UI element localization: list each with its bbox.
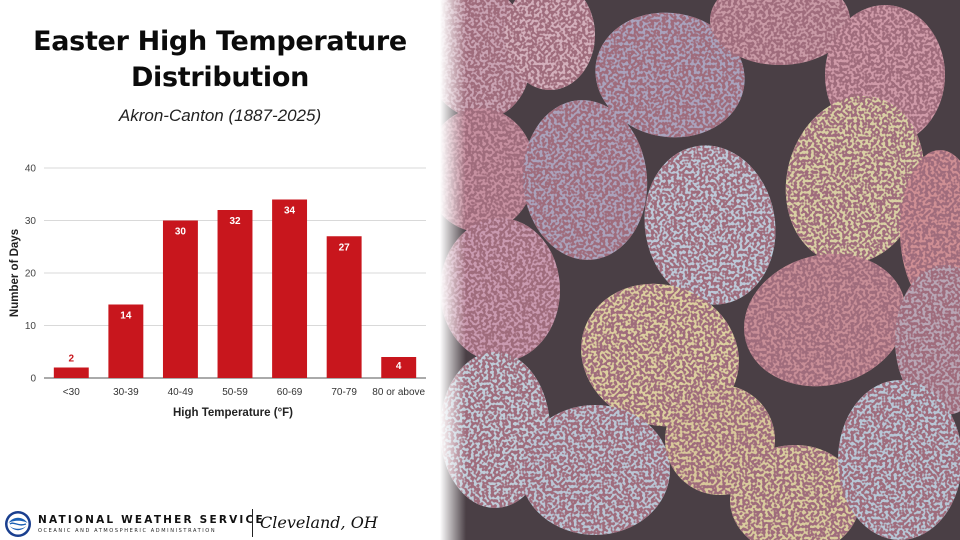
y-tick-label: 40 bbox=[25, 164, 37, 175]
x-tick-label: 30-39 bbox=[113, 387, 139, 398]
data-label: 34 bbox=[284, 206, 296, 217]
y-tick-label: 20 bbox=[25, 269, 37, 280]
nws-logo-icon bbox=[5, 511, 31, 537]
y-tick-label: 10 bbox=[25, 321, 37, 332]
data-label: 30 bbox=[175, 227, 187, 238]
data-label: 4 bbox=[396, 361, 402, 372]
page-title: Easter High Temperature Distribution bbox=[0, 24, 440, 96]
bar bbox=[272, 199, 308, 378]
bar bbox=[217, 210, 253, 378]
y-axis-title: Number of Days bbox=[9, 229, 21, 317]
data-label: 14 bbox=[120, 311, 132, 322]
data-label: 2 bbox=[69, 354, 75, 365]
bar bbox=[53, 367, 89, 378]
y-tick-label: 30 bbox=[25, 216, 37, 227]
x-tick-label: <30 bbox=[63, 387, 80, 398]
title-line-1: Easter High Temperature bbox=[33, 26, 407, 57]
office-location: Cleveland, OH bbox=[260, 513, 378, 532]
title-line-2: Distribution bbox=[130, 62, 310, 93]
x-axis-title: High Temperature (°F) bbox=[173, 407, 293, 419]
bar bbox=[326, 236, 362, 378]
bar bbox=[162, 220, 198, 378]
x-tick-label: 40-49 bbox=[168, 387, 194, 398]
page-subtitle: Akron-Canton (1887-2025) bbox=[118, 106, 322, 125]
agency-name: NATIONAL WEATHER SERVICE bbox=[38, 514, 265, 526]
agency-subtitle: OCEANIC AND ATMOSPHERIC ADMINISTRATION bbox=[38, 528, 217, 534]
footer-divider bbox=[252, 509, 253, 537]
y-tick-label: 0 bbox=[30, 374, 36, 385]
easter-eggs-photo bbox=[440, 0, 960, 540]
x-tick-label: 50-59 bbox=[222, 387, 248, 398]
footer: NATIONAL WEATHER SERVICE OCEANIC AND ATM… bbox=[4, 508, 444, 540]
bar bbox=[381, 357, 417, 378]
temperature-distribution-chart: 0 10 20 30 40 2 <30 14 30-39 30 40-49 32 50-59 34 60-6… bbox=[9, 164, 426, 419]
x-tick-label: 60-69 bbox=[277, 387, 303, 398]
x-tick-label: 70-79 bbox=[331, 387, 357, 398]
bar bbox=[108, 304, 144, 378]
x-tick-label: 80 or above bbox=[372, 387, 425, 398]
data-label: 32 bbox=[229, 216, 241, 227]
info-panel: Easter High Temperature Distribution Akr… bbox=[0, 0, 450, 540]
data-label: 27 bbox=[339, 242, 351, 253]
